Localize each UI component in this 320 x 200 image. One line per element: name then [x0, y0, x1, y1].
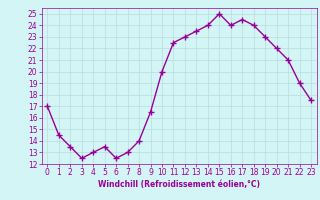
X-axis label: Windchill (Refroidissement éolien,°C): Windchill (Refroidissement éolien,°C) [98, 180, 260, 189]
